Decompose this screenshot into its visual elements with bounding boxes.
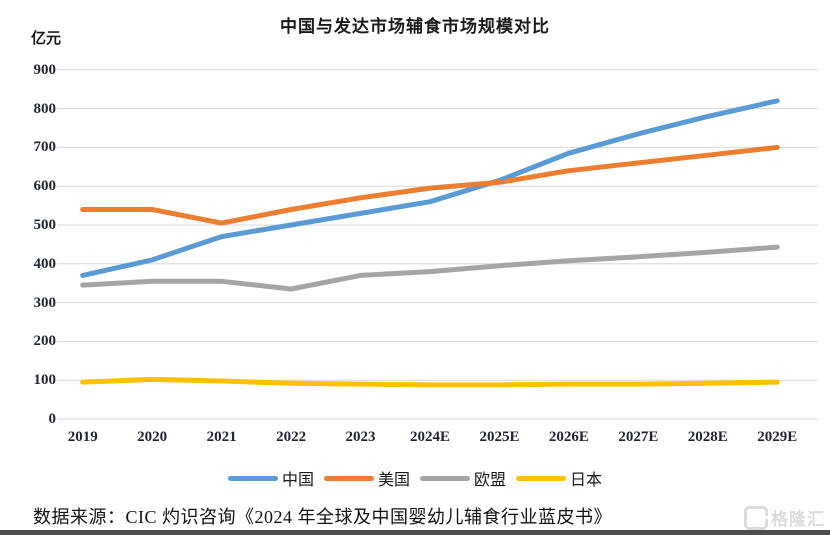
gelonghui-g-icon: [744, 505, 768, 530]
x-tick-label-2023: 2023: [345, 429, 376, 445]
y-tick-label-700: 700: [33, 139, 57, 156]
series-line-日本: [80, 376, 780, 388]
legend-item-欧盟: 欧盟: [420, 466, 506, 490]
bottom-divider-strip: [0, 530, 830, 535]
gelonghui-watermark: 格隆汇: [744, 505, 825, 530]
series-line-中国: [80, 98, 780, 278]
legend-label: 美国: [377, 472, 410, 489]
chart-title: 中国与发达市场辅食市场规模对比: [280, 17, 550, 36]
y-tick-label-900: 900: [33, 61, 57, 78]
y-tick-label-300: 300: [33, 294, 57, 311]
y-tick-label-100: 100: [33, 372, 57, 389]
y-tick-label-500: 500: [33, 217, 57, 233]
x-tick-label-2019: 2019: [67, 429, 98, 445]
x-tick-label-2025E: 2025E: [479, 429, 520, 445]
y-tick-label-0: 0: [48, 411, 57, 427]
y-tick-label-200: 200: [33, 333, 57, 350]
y-tick-label-600: 600: [33, 178, 57, 195]
chart-legend: 中国 美国 欧盟 日本: [0, 466, 830, 490]
legend-swatch-icon: [323, 475, 374, 481]
source-text: 数据来源：CIC 灼识咨询《2024 年全球及中国婴幼儿辅食行业蓝皮书》: [33, 507, 613, 527]
x-tick-label-2029E: 2029E: [757, 429, 798, 445]
x-tick-label-2027E: 2027E: [618, 429, 659, 445]
legend-swatch-icon: [516, 475, 567, 481]
x-tick-label-2024E: 2024E: [409, 429, 450, 445]
y-tick-label-800: 800: [33, 100, 57, 117]
legend-item-美国: 美国: [323, 466, 410, 490]
legend-item-中国: 中国: [227, 466, 314, 490]
x-tick-label-2026E: 2026E: [548, 429, 589, 445]
series-line-美国: [80, 144, 780, 226]
legend-label: 中国: [281, 472, 314, 489]
x-tick-label-2028E: 2028E: [687, 429, 728, 445]
x-tick-label-2021: 2021: [206, 429, 237, 445]
x-tick-label-2020: 2020: [137, 429, 168, 445]
watermark-label: 格隆汇: [771, 510, 825, 529]
legend-swatch-icon: [227, 475, 278, 481]
y-axis-unit-label: 亿元: [31, 31, 62, 47]
legend-label: 欧盟: [474, 472, 507, 489]
legend-swatch-icon: [420, 475, 470, 481]
x-tick-label-2022: 2022: [276, 429, 307, 445]
series-line-欧盟: [80, 244, 780, 292]
legend-label: 日本: [570, 472, 603, 489]
legend-item-日本: 日本: [516, 466, 602, 490]
y-tick-label-400: 400: [33, 255, 57, 272]
